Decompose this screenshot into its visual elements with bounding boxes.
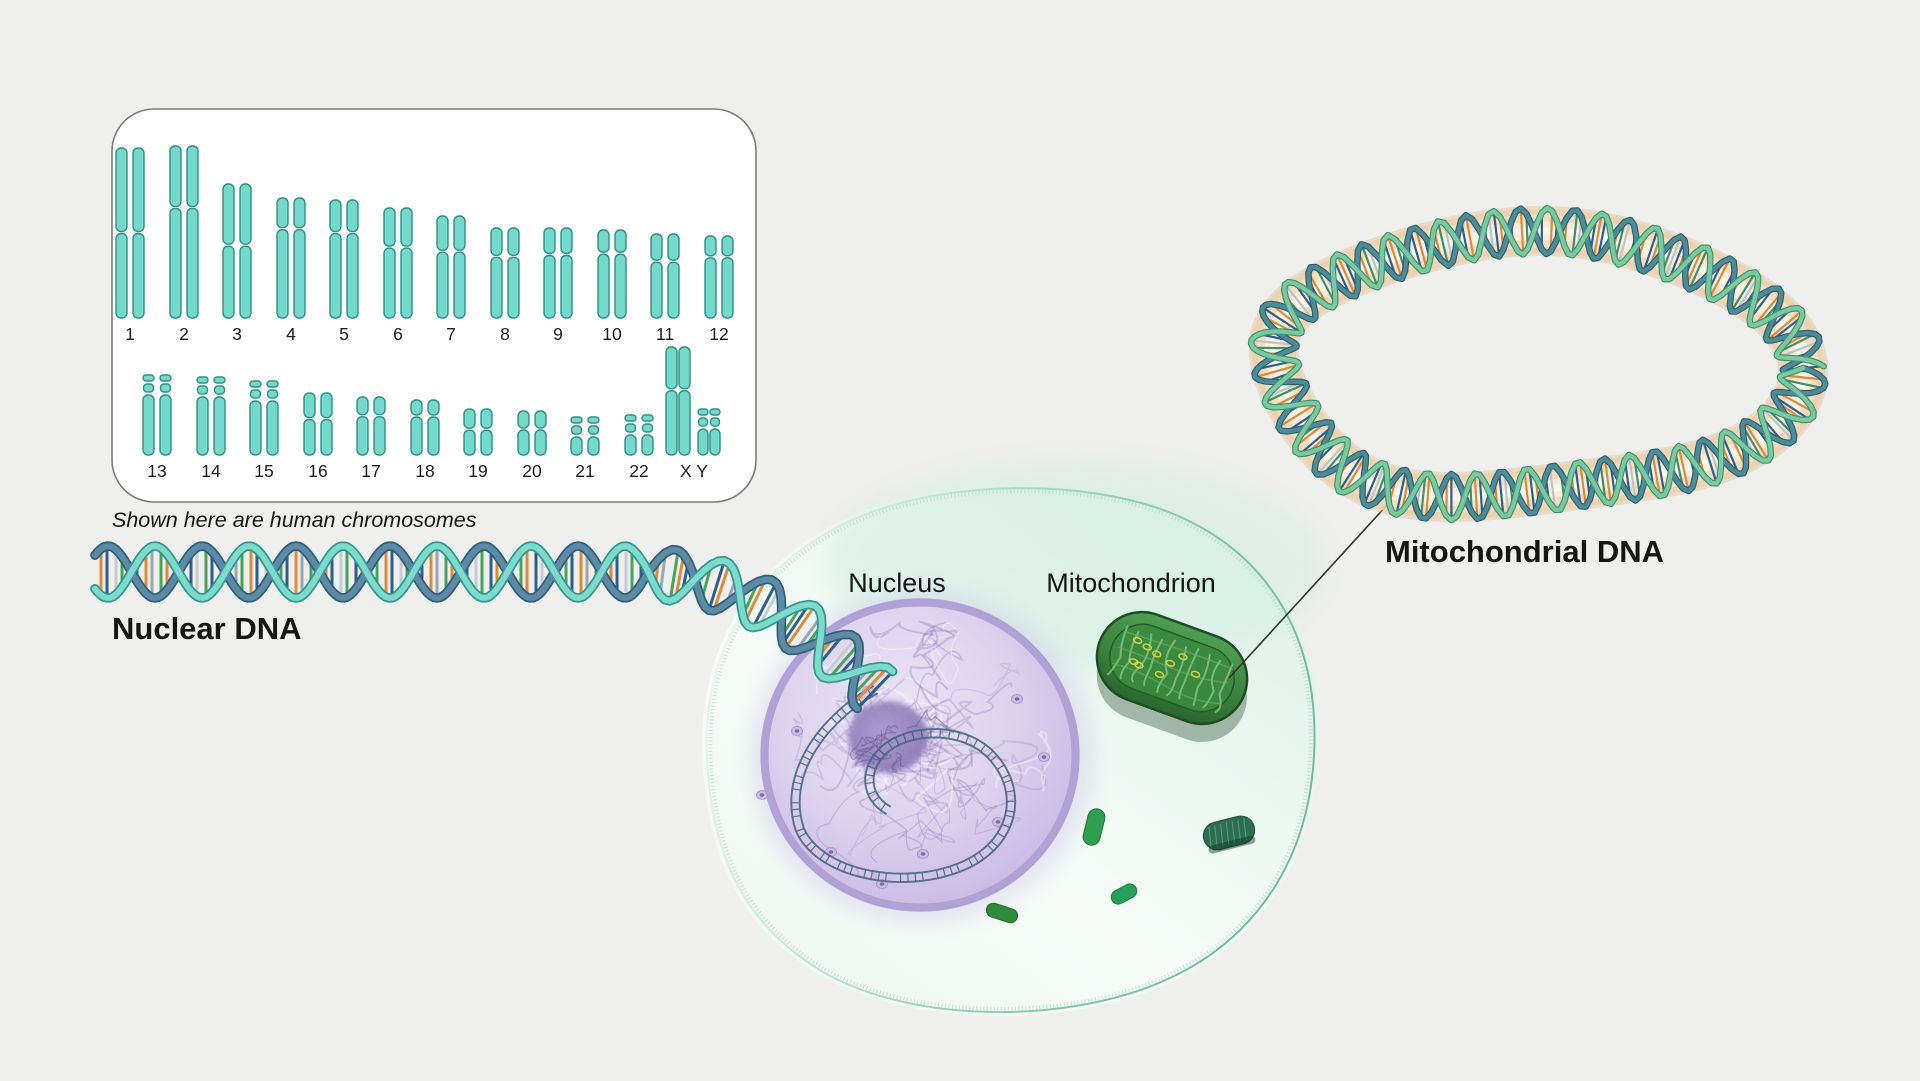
chromosome-number-label: 17 (361, 461, 380, 481)
chromatin-dna-thread (790, 685, 1017, 883)
chromosome-number-label: 20 (522, 461, 542, 481)
chromosome-pair (597, 229, 627, 319)
chromosome-pair (222, 183, 252, 319)
small-organelle (985, 902, 1019, 924)
nuclear-pore (791, 726, 803, 736)
nuclear-pore (1038, 752, 1050, 762)
chromosome-pair (249, 380, 279, 456)
loop-helix (1247, 204, 1829, 524)
chromosome-pair (570, 416, 600, 456)
chromosome-number-label: 4 (286, 324, 296, 344)
chromosome-pair (650, 233, 680, 319)
mitochondrial-dna-label: Mitochondrial DNA (1385, 534, 1664, 569)
nuclear-pore (756, 790, 768, 800)
chromosome-pair (115, 147, 145, 319)
chromosome-number-label: 2 (179, 324, 189, 344)
chromosome-number-label: 5 (339, 324, 349, 344)
chromosome-pair (665, 346, 721, 456)
chromosome-pair (463, 408, 493, 456)
chromosome-number-label: 8 (500, 324, 510, 344)
chromosome-pair (329, 199, 359, 319)
chromosome-pair (276, 197, 306, 319)
nuclear-dna-helix (90, 541, 898, 714)
chromosome-number-label: 16 (308, 461, 327, 481)
small-organelle (1202, 815, 1256, 854)
mitochondrion-large (1095, 610, 1249, 742)
chromosome-pair (624, 414, 654, 456)
chromosome-number-label: 21 (575, 461, 594, 481)
chromosome-number-label: 10 (602, 324, 622, 344)
chromosome-number-label: 11 (656, 324, 674, 344)
small-organelle (1110, 883, 1138, 905)
double-helix (90, 541, 898, 714)
dna-ladder-thread (790, 685, 1017, 883)
nuclear-pores (756, 694, 1050, 889)
small-organelles (985, 808, 1256, 924)
chromosome-number-label: 18 (415, 461, 434, 481)
chromosome-pair (436, 215, 466, 319)
chromosome-pair (704, 235, 734, 319)
mitochondrion-label: Mitochondrion (1046, 568, 1216, 598)
nuclear-pore (992, 817, 1004, 827)
chromosome-pair (383, 207, 413, 319)
chromosome-number-label: 13 (147, 461, 166, 481)
mitochondrial-dna-loop (1247, 204, 1829, 524)
chromosome-number-label: 14 (201, 461, 221, 481)
cell-membrane-outer (705, 487, 1316, 1014)
chromosome-pair (543, 227, 573, 319)
chromosome-pair (169, 145, 199, 319)
chromosome-number-label: 9 (553, 324, 563, 344)
cell-membrane-inner (708, 489, 1313, 1011)
chromosome-pair (410, 399, 440, 456)
small-organelle (1082, 808, 1106, 846)
nucleus-rim (760, 598, 1080, 912)
chromosome-number-label: 7 (446, 324, 456, 344)
connector-line (1228, 492, 1399, 679)
nuclear-dna-label: Nuclear DNA (112, 611, 302, 646)
nucleus-label: Nucleus (848, 568, 946, 598)
nucleolus (848, 701, 928, 773)
chromosome-pair (303, 392, 333, 456)
nuclear-pore (917, 849, 929, 859)
chromosome-number-label: 19 (468, 461, 487, 481)
karyotype-caption: Shown here are human chromosomes (112, 508, 477, 532)
chromosome-pair (356, 396, 386, 456)
chromosome-pair (517, 410, 547, 456)
chromosome-pair (142, 374, 172, 456)
chromosome-pair (196, 376, 226, 456)
chromosome-number-label: 6 (393, 324, 403, 344)
nuclear-pore (825, 847, 837, 857)
chromosome-number-label: 15 (254, 461, 273, 481)
chromosome-number-label: 1 (125, 324, 135, 344)
chromosome-number-label: 22 (629, 461, 648, 481)
chromosome-number-label: X Y (680, 461, 708, 481)
chromosome-number-label: 3 (232, 324, 242, 344)
nuclear-pore (1011, 694, 1023, 704)
chromosome-number-label: 12 (709, 324, 728, 344)
chromosome-pair (490, 227, 520, 319)
